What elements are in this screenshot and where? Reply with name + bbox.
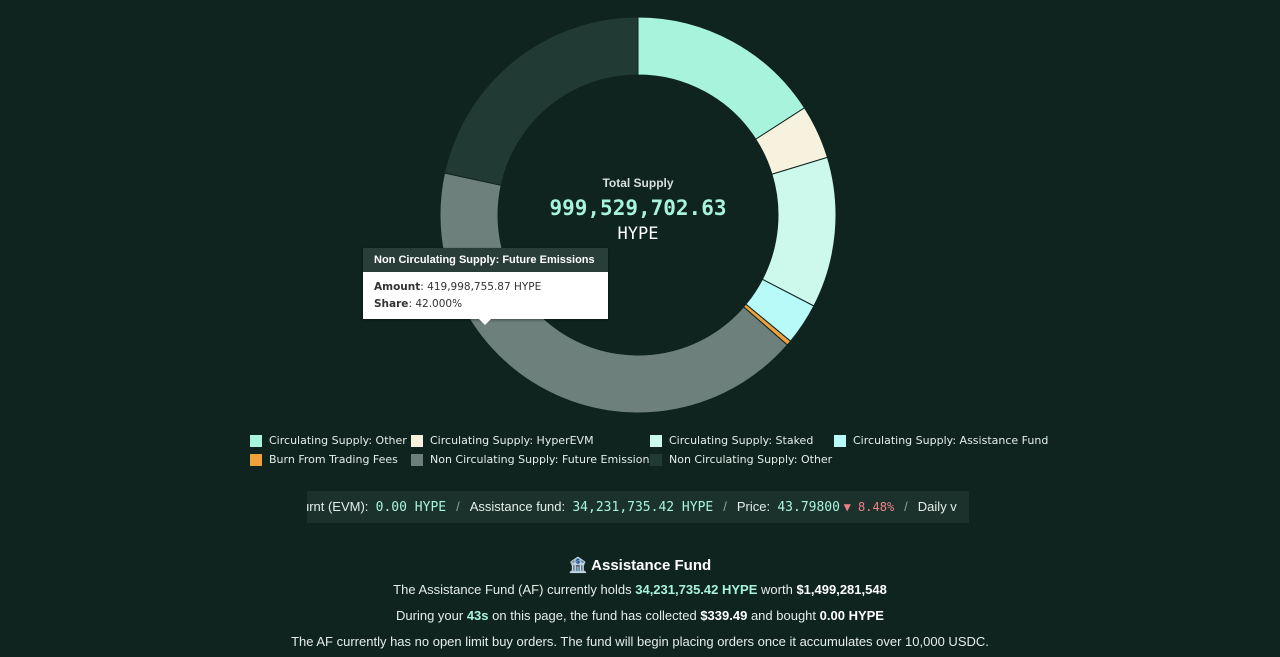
legend-label: Circulating Supply: Staked [669,434,814,447]
legend-swatch [411,434,423,447]
stats-ticker: E/Burnt (EVM): 0.00 HYPE/Assistance fund… [307,491,969,523]
total-supply-unit: HYPE [617,224,659,244]
af-line2-text-b: on this page, the fund has collected [492,608,697,623]
donut-slice-5[interactable] [439,172,789,414]
legend-label: Circulating Supply: Other [269,434,407,447]
tooltip-amount-value: 419,998,755.87 HYPE [427,281,542,293]
tooltip-share-label: Share [374,298,409,310]
ticker-price-label: Price: [736,499,771,514]
legend-label: Burn From Trading Fees [269,453,398,466]
ticker-separator: / [723,499,727,514]
af-session-time: 43s [466,608,489,623]
bank-icon: 🏦 [568,557,588,574]
ticker-burnt-value: 0.00 HYPE [375,500,447,515]
donut-slice-6[interactable] [443,16,639,186]
assistance-fund-heading: 🏦 Assistance Fund [0,556,1280,574]
af-line1-text-a: The Assistance Fund (AF) currently holds [393,582,632,597]
af-holdings-unit: HYPE [722,582,758,597]
legend-item-6[interactable]: Non Circulating Supply: Other [650,453,832,466]
legend-item-2[interactable]: Circulating Supply: Staked [650,434,813,447]
ticker-burnt-label: Burnt (EVM): [307,499,369,514]
slice-tooltip: Non Circulating Supply: Future Emissions… [363,248,608,325]
legend-swatch [650,434,662,447]
af-line2-text-a: During your [396,608,464,623]
legend-label: Circulating Supply: Assistance Fund [853,434,1049,447]
af-orders-line: The AF currently has no open limit buy o… [291,634,989,649]
af-line2-text-c: and bought [750,608,817,623]
tooltip-share-value: 42.000% [415,298,463,310]
af-holdings-amount: 34,231,735.42 [635,582,719,597]
af-collected: $339.49 [700,608,748,623]
legend-swatch [250,453,262,466]
tooltip-amount-label: Amount [374,281,421,293]
ticker-af-label: Assistance fund: [469,499,566,514]
legend-label: Non Circulating Supply: Other [669,453,833,466]
ticker-track: E/Burnt (EVM): 0.00 HYPE/Assistance fund… [307,491,957,523]
af-bought: 0.00 HYPE [819,608,884,623]
ticker-separator: / [456,499,460,514]
supply-donut-chart [439,16,837,414]
legend-swatch [650,453,662,466]
assistance-fund-title: Assistance Fund [591,557,712,574]
af-holdings-line: The Assistance Fund (AF) currently holds… [0,582,1280,597]
legend-swatch [250,434,262,447]
legend-swatch [834,434,846,447]
ticker-separator: / [904,499,908,514]
ticker-price-value: 43.79800 [777,500,840,515]
donut-slice-0[interactable] [637,16,806,140]
legend-item-0[interactable]: Circulating Supply: Other [250,434,407,447]
tooltip-arrow [479,319,491,325]
af-holdings-worth: $1,499,281,548 [796,582,887,597]
ticker-daily-label: Daily v [917,499,957,514]
legend-label: Circulating Supply: HyperEVM [430,434,594,447]
legend-label: Non Circulating Supply: Future Emissions [430,453,656,466]
legend-swatch [411,453,423,466]
legend-item-3[interactable]: Circulating Supply: Assistance Fund [834,434,1048,447]
center-title: Total Supply [602,176,674,190]
total-supply-value: 999,529,702.63 [549,196,727,220]
af-line1-text-b: worth [761,582,793,597]
tooltip-amount-row: Amount: 419,998,755.87 HYPE [374,281,542,293]
af-session-line: During your 43s on this page, the fund h… [0,608,1280,623]
legend-item-5[interactable]: Non Circulating Supply: Future Emissions [411,453,655,466]
ticker-af-value: 34,231,735.42 HYPE [572,500,714,515]
tooltip-share-row: Share: 42.000% [374,298,463,310]
legend-item-4[interactable]: Burn From Trading Fees [250,453,398,466]
tooltip-title: Non Circulating Supply: Future Emissions [363,248,608,272]
ticker-price-change: ▼ 8.48% [843,500,895,514]
legend-item-1[interactable]: Circulating Supply: HyperEVM [411,434,594,447]
